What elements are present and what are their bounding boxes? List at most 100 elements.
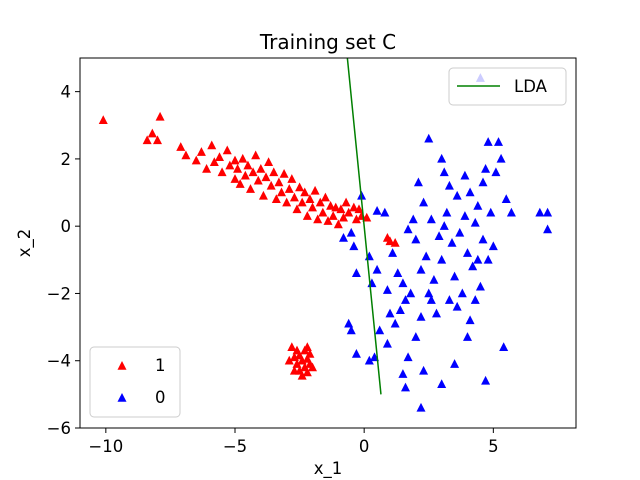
- x-tick-label-5: 5: [488, 437, 499, 456]
- point-class-1-87: [302, 342, 312, 352]
- point-class-0-47: [478, 177, 488, 187]
- point-class-0-10: [382, 285, 392, 294]
- point-class-1-47: [308, 202, 317, 212]
- y-tick-label--6: −6: [47, 419, 71, 438]
- point-class-0-16: [395, 305, 405, 315]
- point-class-0-75: [475, 281, 485, 291]
- point-class-1-70: [287, 342, 297, 352]
- point-class-1-37: [282, 197, 292, 207]
- point-class-1-49: [313, 214, 323, 224]
- point-class-1-43: [297, 197, 307, 207]
- point-class-0-61: [447, 238, 457, 247]
- point-class-1-83: [308, 362, 317, 372]
- point-class-0-71: [411, 234, 421, 244]
- point-class-1-36: [279, 169, 289, 178]
- point-class-0-12: [393, 268, 403, 278]
- point-class-0-87: [473, 254, 483, 264]
- point-class-1-34: [274, 177, 284, 187]
- point-class-0-8: [351, 268, 361, 278]
- y-tick-label-0: 0: [61, 217, 72, 236]
- point-class-0-78: [457, 288, 467, 298]
- point-class-0-73: [432, 308, 441, 318]
- point-class-1-0: [98, 115, 108, 124]
- point-class-0-48: [486, 207, 496, 217]
- point-class-0-72: [403, 224, 413, 234]
- point-class-1-22: [243, 160, 253, 170]
- point-class-0-69: [429, 275, 439, 284]
- point-class-0-25: [364, 355, 374, 365]
- y-tick-label-4: 4: [61, 83, 72, 102]
- point-class-0-26: [403, 352, 413, 362]
- point-class-0-42: [444, 180, 454, 190]
- point-class-0-23: [344, 318, 354, 328]
- point-class-1-63: [351, 214, 361, 224]
- point-class-1-13: [217, 167, 227, 177]
- point-class-1-60: [341, 197, 351, 207]
- point-class-1-18: [233, 164, 243, 173]
- points-layer: [98, 73, 553, 412]
- point-class-0-4: [346, 227, 356, 237]
- point-class-0-31: [398, 369, 408, 378]
- point-class-0-46: [473, 201, 483, 210]
- point-class-1-4: [153, 135, 162, 145]
- point-class-0-20: [382, 338, 392, 348]
- point-class-1-50: [315, 197, 325, 207]
- point-class-1-39: [287, 174, 297, 183]
- point-class-0-38: [481, 375, 491, 385]
- legend-lda: LDA: [448, 67, 567, 106]
- point-class-0-60: [442, 207, 452, 217]
- point-class-0-57: [408, 214, 418, 224]
- point-class-0-74: [452, 301, 462, 311]
- point-class-0-39: [499, 342, 509, 352]
- x-tick-label--10: −10: [88, 437, 123, 456]
- point-class-0-29: [426, 295, 436, 304]
- point-class-0-83: [439, 221, 449, 230]
- point-class-1-46: [305, 194, 315, 204]
- point-class-0-85: [460, 211, 470, 220]
- point-class-0-28: [416, 312, 426, 321]
- point-class-1-14: [222, 145, 232, 155]
- point-class-0-55: [413, 177, 423, 187]
- point-class-0-84: [416, 264, 426, 274]
- point-class-0-34: [437, 379, 447, 389]
- point-class-0-44: [460, 170, 470, 180]
- point-class-1-27: [256, 164, 266, 173]
- point-class-0-5: [349, 241, 359, 251]
- point-class-1-35: [277, 187, 286, 197]
- point-class-0-3: [339, 232, 348, 242]
- point-class-1-5: [176, 142, 186, 151]
- point-class-1-54: [326, 201, 336, 210]
- point-class-0-22: [346, 325, 356, 335]
- point-class-0-11: [388, 248, 398, 257]
- point-class-1-68: [390, 238, 400, 247]
- point-class-1-12: [215, 152, 224, 161]
- point-class-1-6: [181, 150, 191, 160]
- point-class-0-81: [543, 207, 553, 217]
- point-class-0-19: [375, 325, 385, 335]
- point-class-0-59: [434, 231, 444, 241]
- point-class-0-86: [424, 288, 434, 298]
- point-class-1-33: [271, 194, 281, 204]
- point-class-1-66: [362, 212, 372, 222]
- point-class-1-62: [349, 202, 359, 212]
- point-class-1-2: [147, 128, 157, 138]
- point-class-1-8: [196, 147, 206, 156]
- point-class-1-57: [333, 219, 343, 229]
- point-class-0-76: [483, 254, 493, 264]
- point-class-1-41: [292, 204, 302, 214]
- point-class-0-18: [385, 308, 395, 318]
- point-class-1-64: [354, 204, 364, 214]
- point-class-0-50: [496, 153, 506, 163]
- point-class-1-52: [320, 192, 330, 202]
- y-axis-label: x_2: [15, 229, 35, 258]
- point-class-0-90: [437, 153, 447, 163]
- point-class-0-54: [506, 207, 516, 217]
- point-class-0-13: [398, 278, 408, 288]
- point-class-0-89: [494, 137, 503, 146]
- lda-line: [346, 58, 382, 395]
- point-class-0-77: [488, 241, 498, 251]
- point-class-1-11: [209, 157, 219, 167]
- point-class-1-15: [225, 160, 235, 170]
- point-class-0-68: [437, 254, 447, 264]
